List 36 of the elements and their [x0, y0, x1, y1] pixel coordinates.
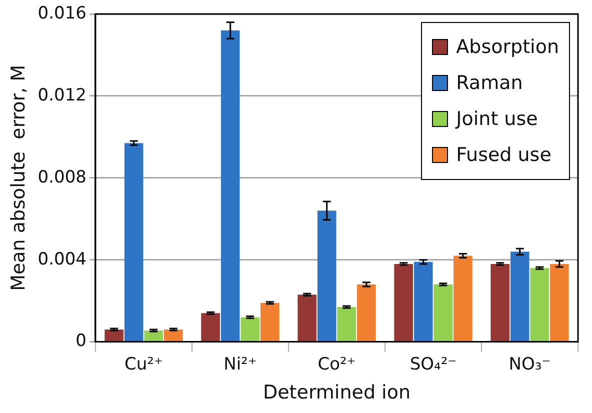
y-tick-label: 0	[76, 331, 86, 352]
bar	[164, 330, 183, 342]
bar	[104, 330, 124, 342]
bar	[220, 30, 240, 342]
bar	[298, 294, 316, 342]
x-tick-label: Ni²⁺	[224, 354, 257, 374]
legend-label: Fused use	[456, 144, 552, 166]
bar	[490, 264, 510, 342]
legend-label: Raman	[456, 72, 523, 94]
bar	[124, 143, 144, 342]
bar	[510, 252, 530, 342]
bar	[357, 284, 376, 342]
y-tick-label: 0.012	[38, 85, 86, 106]
bar	[317, 210, 336, 342]
x-tick-label: Cu²⁺	[124, 354, 163, 374]
bar	[201, 313, 220, 342]
legend-label: Absorption	[456, 36, 559, 58]
legend-label: Joint use	[456, 108, 538, 130]
bar	[454, 256, 472, 342]
y-axis-title: Mean absolute error, M	[7, 64, 30, 291]
x-tick-label: SO₄²⁻	[410, 354, 457, 374]
bar	[550, 264, 569, 342]
bar	[394, 264, 413, 342]
y-tick-label: 0.004	[38, 249, 86, 270]
x-axis-title: Determined ion	[262, 382, 410, 404]
bar	[260, 302, 280, 342]
bar	[414, 262, 433, 342]
bar	[144, 330, 164, 342]
bar	[530, 268, 550, 342]
bar	[337, 306, 356, 342]
x-tick-label: NO₃⁻	[508, 354, 551, 374]
bar	[240, 317, 260, 342]
bar	[434, 284, 453, 342]
x-tick-label: Co²⁺	[318, 354, 356, 374]
y-tick-label: 0.008	[38, 167, 86, 188]
y-tick-label: 0.016	[38, 3, 86, 24]
